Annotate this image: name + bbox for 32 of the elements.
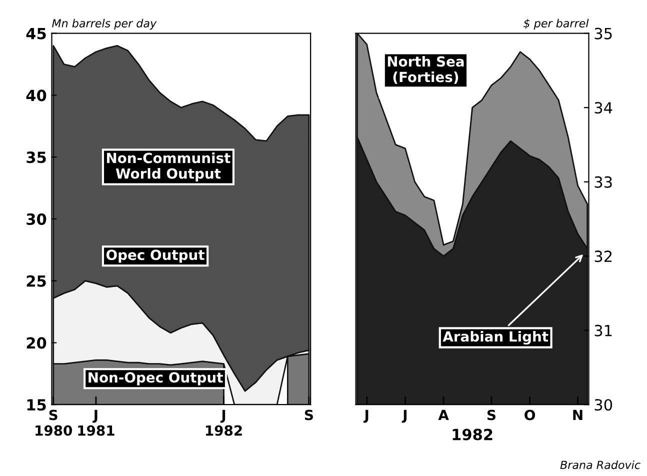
x-tick-label: S [487,410,496,420]
x-tick-label: S 1980 [36,410,72,436]
y-axis-title: $ per barrel [524,18,589,30]
y-tick-label: 35 [594,28,612,40]
annotation: North Sea (Forties) [388,56,464,84]
x-tick-label: N [573,410,582,420]
annotation: Non-Opec Output [88,372,223,386]
annotation: Non-Communist World Output [107,152,230,182]
y-tick-label: 31 [594,324,612,336]
y-tick-label: 30 [26,213,46,225]
y-tick-label: 32 [594,250,612,262]
x-tick-label: A [438,410,449,420]
y-tick-label: 34 [594,102,612,114]
y-tick-label: 45 [26,28,46,40]
y-tick-label: 30 [594,399,612,411]
y-tick-label: 33 [594,176,612,188]
text: Brana Radovic [560,460,640,470]
y-axis-title: Mn barrels per day [52,18,157,30]
x-tick-label: O [524,410,536,420]
annotation: Opec Output [106,250,204,263]
y-tick-label: 35 [26,152,46,164]
y-tick-label: 25 [26,275,46,287]
x-tick-label: J 1981 [78,410,114,436]
y-tick-label: 15 [27,399,46,411]
x-tick-label: J 1982 [206,410,242,436]
x-tick-label: J [402,410,407,423]
x-axis-title: 1982 [452,428,492,440]
x-tick-label: J [364,410,368,423]
y-tick-label: 40 [26,90,46,102]
x-tick-label: S [304,410,313,420]
annotation: Arabian Light [442,330,548,345]
y-tick-label: 20 [26,337,46,349]
